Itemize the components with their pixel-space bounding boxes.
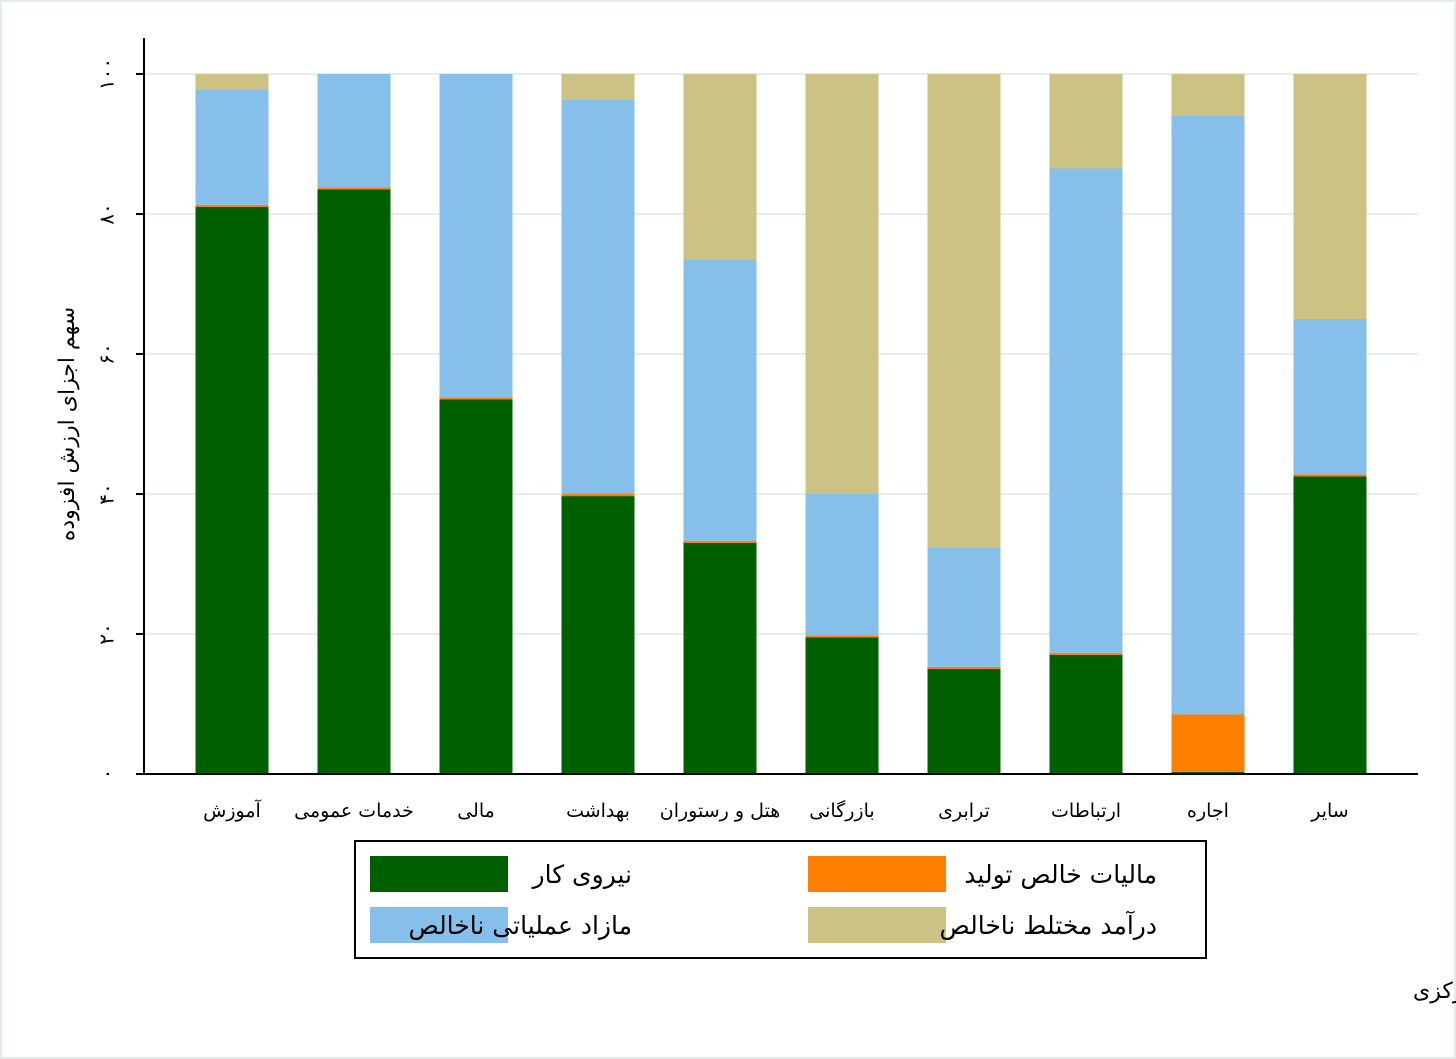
y-tick-label: ۴۰ xyxy=(95,483,119,504)
legend-swatch xyxy=(370,907,508,943)
bar-segment xyxy=(1171,74,1245,116)
category-label: سایر xyxy=(1310,800,1348,822)
y-tick-label: ۶۰ xyxy=(95,343,119,364)
bar-segment xyxy=(195,204,269,207)
category-label: اجاره xyxy=(1187,800,1229,822)
category-label: هتل و رستوران xyxy=(660,800,780,822)
bar-segment xyxy=(805,494,879,636)
bar-segment xyxy=(1293,319,1367,475)
source-note: منبع: حساب‌های ملی بانک مرکزی xyxy=(1413,979,1456,1004)
category-label: ترابری xyxy=(938,800,990,822)
bar-segment xyxy=(561,99,635,495)
legend-label: درآمد مختلط ناخالص xyxy=(939,910,1157,940)
bar-segment xyxy=(683,540,757,543)
category-label: بازرگانی xyxy=(809,799,874,822)
legend-swatch xyxy=(370,856,508,892)
legend-label: مالیات خالص تولید xyxy=(964,860,1157,889)
bar-segment xyxy=(683,543,757,774)
y-tick-label: ۸۰ xyxy=(95,203,119,224)
bar-segment xyxy=(683,259,757,541)
bar-segment xyxy=(1171,771,1245,774)
legend-label: مازاد عملیاتی ناخالص xyxy=(408,911,632,940)
bar-segment xyxy=(927,666,1001,669)
bar-segment xyxy=(439,399,513,774)
bar-segment xyxy=(1049,655,1123,774)
legend-swatch xyxy=(808,856,946,892)
bar-segment xyxy=(195,207,269,774)
bar-segment xyxy=(805,637,879,774)
bar-segment xyxy=(317,74,391,188)
bars xyxy=(195,74,1367,774)
bar-segment xyxy=(1293,476,1367,774)
bar-segment xyxy=(561,74,635,100)
bar-segment xyxy=(439,397,513,400)
bar-segment xyxy=(561,494,635,497)
legend: نیروی کار مالیات خالص تولید مازاد عملیاتی … xyxy=(354,840,1207,959)
category-label: بهداشت xyxy=(566,800,630,822)
bar-segment xyxy=(195,89,269,205)
legend-label: نیروی کار xyxy=(531,860,632,890)
bar-segment xyxy=(683,74,757,260)
legend-swatch xyxy=(808,907,946,943)
bar-segment xyxy=(1171,714,1245,772)
bar-segment xyxy=(805,635,879,638)
y-tick-label: ۱۰۰ xyxy=(95,58,119,90)
category-label: ارتباطات xyxy=(1051,800,1121,822)
bar-segment xyxy=(927,74,1001,548)
bar-segment xyxy=(805,74,879,494)
bar-segment xyxy=(1049,652,1123,655)
bar-segment xyxy=(1049,74,1123,169)
bar-segment xyxy=(1293,474,1367,477)
bar-segment xyxy=(1049,168,1123,653)
axes xyxy=(136,38,1418,775)
bar-segment xyxy=(927,669,1001,774)
y-axis-label: سهم اجزای ارزش افزوده xyxy=(55,307,80,541)
y-tick-label: ۰ xyxy=(95,769,119,780)
bar-segment xyxy=(561,496,635,774)
bar-segment xyxy=(927,547,1001,667)
y-tick-labels: ۰ ۲۰ ۴۰ ۶۰ ۸۰ ۱۰۰ xyxy=(95,58,119,779)
category-label: مالی xyxy=(457,800,495,822)
bar-segment xyxy=(1293,74,1367,319)
y-tick-label: ۲۰ xyxy=(95,623,119,644)
bar-segment xyxy=(317,187,391,190)
category-labels: آموزش خدمات عمومی مالی بهداشت هتل و رستوران ب… xyxy=(203,798,1349,822)
category-label: آموزش xyxy=(203,798,261,822)
bar-segment xyxy=(317,189,391,774)
bar-segment xyxy=(195,74,269,90)
bar-segment xyxy=(1171,116,1245,715)
category-label: خدمات عمومی xyxy=(294,800,414,822)
bar-segment xyxy=(439,74,513,398)
